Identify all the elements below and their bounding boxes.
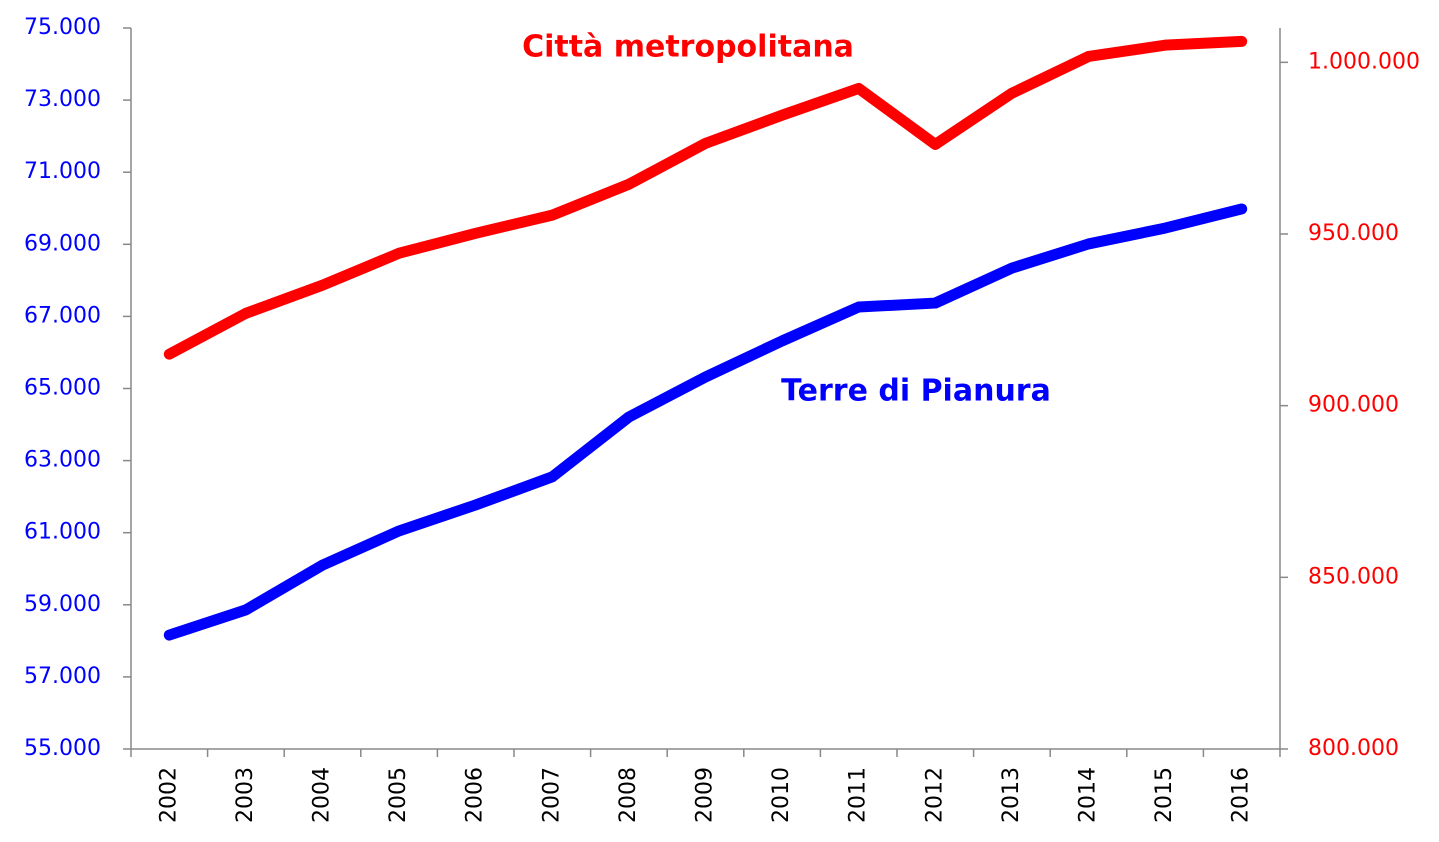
y2-tick-label: 850.000 xyxy=(1308,564,1399,589)
y-tick-label: 59.000 xyxy=(24,592,101,617)
x-tick-label: 2008 xyxy=(616,767,641,823)
x-tick-label: 2002 xyxy=(156,767,181,823)
x-tick-label: 2007 xyxy=(539,767,564,823)
x-tick-label: 2003 xyxy=(233,767,258,823)
x-tick-label: 2009 xyxy=(693,767,718,823)
x-tick-label: 2015 xyxy=(1152,767,1177,823)
series-line xyxy=(163,203,1248,641)
x-tick-label: 2013 xyxy=(999,767,1024,823)
y-tick-label: 73.000 xyxy=(24,87,101,112)
y-tick-label: 61.000 xyxy=(24,520,101,545)
y-tick-label: 71.000 xyxy=(24,159,101,184)
y-tick-label: 75.000 xyxy=(24,15,101,40)
y-tick-label: 63.000 xyxy=(24,448,101,473)
series-line xyxy=(163,35,1248,360)
y-tick-label: 67.000 xyxy=(24,303,101,328)
x-tick-label: 2005 xyxy=(386,767,411,823)
x-tick-label: 2006 xyxy=(463,767,488,823)
y2-tick-label: 950.000 xyxy=(1308,221,1399,246)
x-tick-label: 2012 xyxy=(922,767,947,823)
y-tick-label: 69.000 xyxy=(24,231,101,256)
y2-tick-label: 1.000.000 xyxy=(1308,49,1420,74)
y2-tick-label: 800.000 xyxy=(1308,736,1399,761)
x-tick-label: 2010 xyxy=(769,767,794,823)
y2-tick-label: 900.000 xyxy=(1308,393,1399,418)
series-label: Terre di Pianura xyxy=(781,374,1051,409)
y-tick-label: 57.000 xyxy=(24,664,101,689)
x-tick-label: 2004 xyxy=(310,767,335,823)
y-tick-label: 55.000 xyxy=(24,736,101,761)
x-tick-label: 2016 xyxy=(1229,767,1254,823)
x-tick-label: 2014 xyxy=(1076,767,1101,823)
x-tick-label: 2011 xyxy=(846,767,871,823)
series-label: Città metropolitana xyxy=(522,30,854,65)
y-tick-label: 65.000 xyxy=(24,376,101,401)
